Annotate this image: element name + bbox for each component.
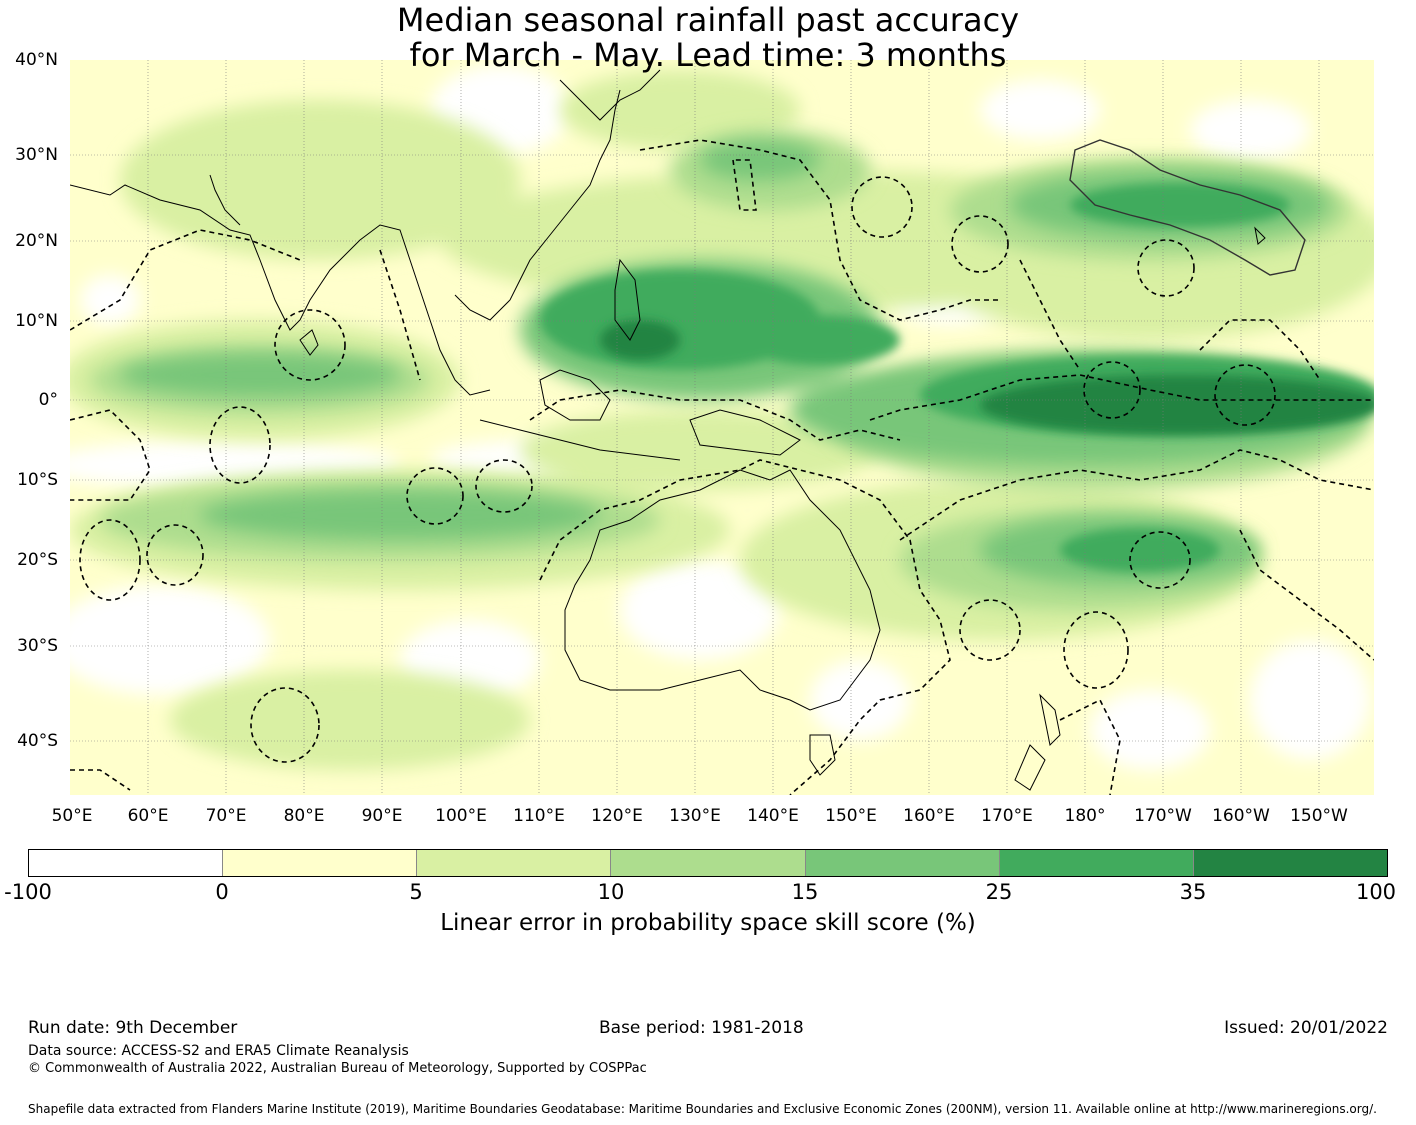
colorbar-segment — [611, 850, 806, 876]
map-title-line2: for March - May. Lead time: 3 months — [409, 36, 1007, 74]
map-title-line1: Median seasonal rainfall past accuracy — [396, 1, 1020, 39]
lon-label: 50°E — [51, 806, 93, 826]
colorbar-segment — [1193, 850, 1387, 876]
lat-label: 30°N — [15, 145, 58, 165]
lat-label: 40°S — [17, 731, 58, 751]
lon-label: 130°E — [669, 806, 721, 826]
colorbar — [28, 849, 1388, 877]
colorbar-tick: 25 — [985, 880, 1013, 904]
lon-label: 170°W — [1134, 806, 1192, 826]
lon-label: 150°W — [1290, 806, 1348, 826]
lat-label: 20°S — [17, 550, 58, 570]
colorbar-tick: 0 — [215, 880, 229, 904]
colorbar-tick: -100 — [4, 880, 52, 904]
lon-label: 140°E — [747, 806, 799, 826]
lon-label: 80°E — [283, 806, 325, 826]
colorbar-tick: 100 — [1355, 880, 1397, 904]
graticule — [70, 60, 1374, 795]
coastlines — [70, 69, 1266, 791]
lon-label: 110°E — [513, 806, 565, 826]
lon-label: 90°E — [361, 806, 403, 826]
data-source: Data source: ACCESS-S2 and ERA5 Climate … — [28, 1043, 409, 1059]
run-date: Run date: 9th December — [28, 1018, 238, 1038]
copyright-notice: © Commonwealth of Australia 2022, Austra… — [28, 1061, 647, 1076]
lat-label: 20°N — [15, 231, 58, 251]
shapefile-credit: Shapefile data extracted from Flanders M… — [28, 1102, 1377, 1116]
lat-label: 0° — [38, 390, 58, 410]
lon-label: 160°W — [1212, 806, 1270, 826]
colorbar-tick: 35 — [1179, 880, 1207, 904]
colorbar-segment — [999, 850, 1194, 876]
hawaii-eez-outline — [1069, 139, 1306, 276]
lon-label: 70°E — [205, 806, 247, 826]
colorbar-segment — [805, 850, 1000, 876]
lat-label: 40°N — [15, 50, 58, 70]
lon-label: 160°E — [903, 806, 955, 826]
eez-boundaries — [70, 139, 1374, 795]
lon-label: 180° — [1064, 806, 1106, 826]
skill-35-100 — [600, 320, 1374, 435]
skill-map — [70, 60, 1374, 795]
colorbar-segment — [223, 850, 418, 876]
lat-label: 10°N — [15, 311, 58, 331]
colorbar-segment — [417, 850, 612, 876]
lon-label: 120°E — [591, 806, 643, 826]
lat-label: 10°S — [17, 470, 58, 490]
colorbar-tick: 10 — [597, 880, 625, 904]
colorbar-tick: 5 — [409, 880, 423, 904]
colorbar-tick: 15 — [791, 880, 819, 904]
lon-label: 170°E — [981, 806, 1033, 826]
lon-label: 150°E — [825, 806, 877, 826]
colorbar-segment — [29, 850, 224, 876]
issued-date: Issued: 20/01/2022 — [1224, 1018, 1388, 1038]
base-period: Base period: 1981-2018 — [599, 1018, 804, 1038]
colorbar-label: Linear error in probability space skill … — [440, 910, 976, 936]
lat-label: 30°S — [17, 636, 58, 656]
lon-label: 60°E — [127, 806, 169, 826]
lon-label: 100°E — [435, 806, 487, 826]
